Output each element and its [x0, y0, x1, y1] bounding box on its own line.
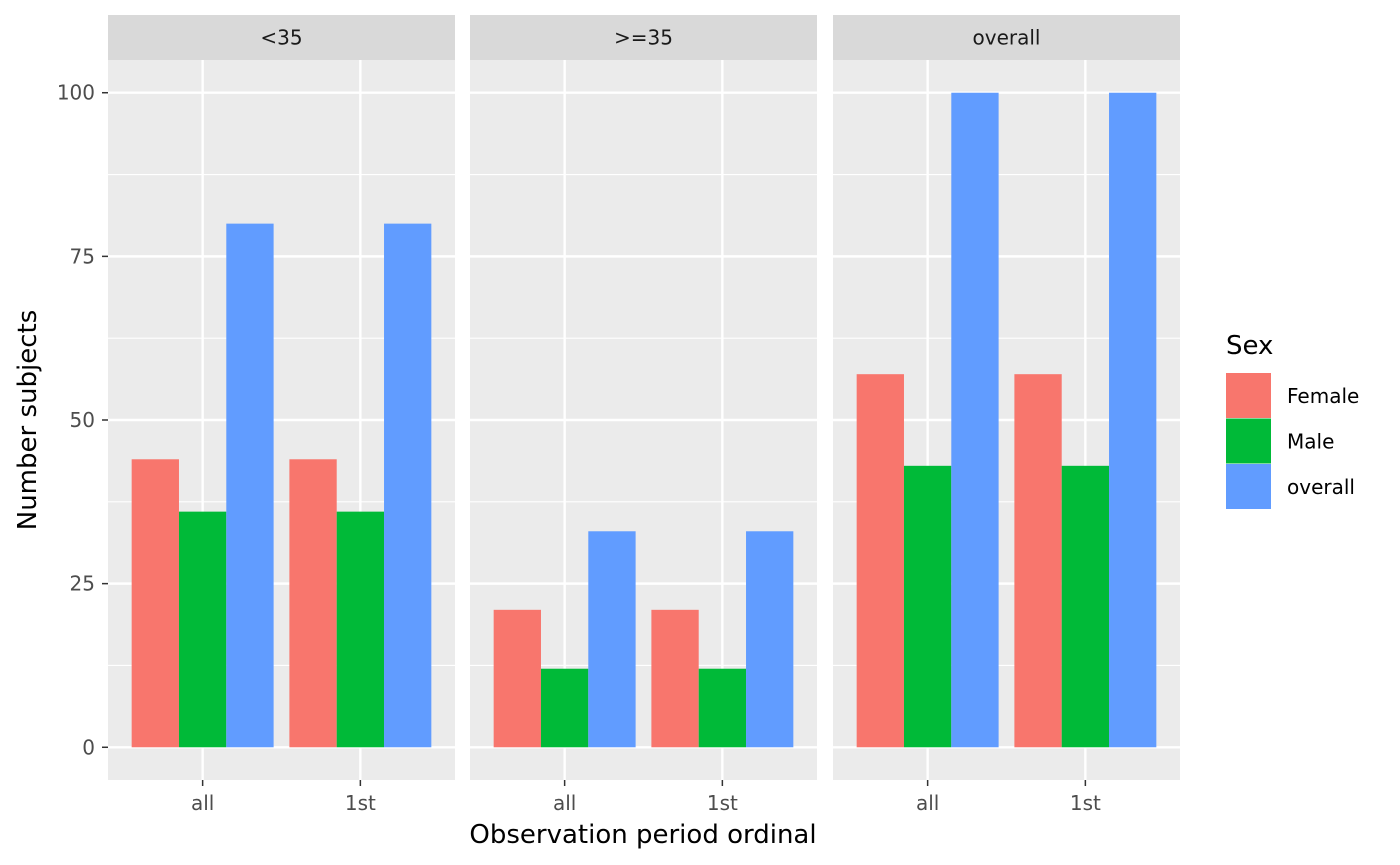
legend-item: Female [1226, 373, 1359, 418]
bar [1109, 92, 1157, 748]
bar [698, 668, 747, 748]
bar [493, 609, 541, 748]
bar [588, 531, 636, 748]
legend: Sex Female Male overall [1226, 331, 1359, 509]
facet-panels: <35 all 1st >=35 all 1st overall all 1st [108, 15, 1180, 815]
x-tick-label: 1st [1070, 791, 1101, 815]
legend-label: Male [1287, 430, 1334, 454]
x-tick-label: 1st [345, 791, 376, 815]
legend-label: overall [1287, 475, 1355, 499]
bar [856, 374, 904, 748]
y-tick-label: 0 [82, 735, 95, 759]
bar [540, 668, 589, 748]
y-tick-label: 50 [70, 408, 95, 432]
y-tick-label: 75 [70, 244, 95, 268]
legend-key [1226, 464, 1271, 509]
facet-strip [470, 15, 817, 60]
facet-strip-label: >=35 [614, 26, 673, 50]
y-axis-title: Number subjects [13, 310, 43, 531]
x-tick-label: all [916, 791, 939, 815]
facet-strip [108, 15, 455, 60]
legend-item: overall [1226, 464, 1355, 509]
bar [1061, 465, 1110, 748]
y-tick-label: 25 [70, 572, 95, 596]
legend-title: Sex [1226, 331, 1273, 361]
bar [1014, 374, 1062, 748]
legend-key [1226, 418, 1271, 464]
facet-panel: <35 all 1st [108, 15, 455, 815]
x-axis-title: Observation period ordinal [469, 820, 816, 850]
x-tick-label: all [553, 791, 576, 815]
facet-strip [833, 15, 1180, 60]
bar [226, 223, 274, 748]
x-tick-label: 1st [707, 791, 738, 815]
facet-strip-label: <35 [260, 26, 302, 50]
bar [289, 459, 337, 748]
bar [336, 511, 385, 748]
facet-panel: >=35 all 1st [470, 15, 817, 815]
facet-panel: overall all 1st [833, 15, 1180, 815]
bar [746, 531, 794, 748]
bar [903, 465, 952, 748]
x-tick-label: all [191, 791, 214, 815]
legend-label: Female [1287, 384, 1359, 408]
facet-strip-label: overall [973, 26, 1041, 50]
bar [384, 223, 432, 748]
bar [951, 92, 999, 748]
bar [651, 609, 699, 748]
legend-key [1226, 373, 1271, 418]
legend-item: Male [1226, 418, 1334, 464]
bar [178, 511, 227, 748]
y-tick-label: 100 [57, 81, 95, 105]
bar [131, 459, 179, 748]
y-axis: 0 25 50 75 100 [57, 81, 108, 759]
